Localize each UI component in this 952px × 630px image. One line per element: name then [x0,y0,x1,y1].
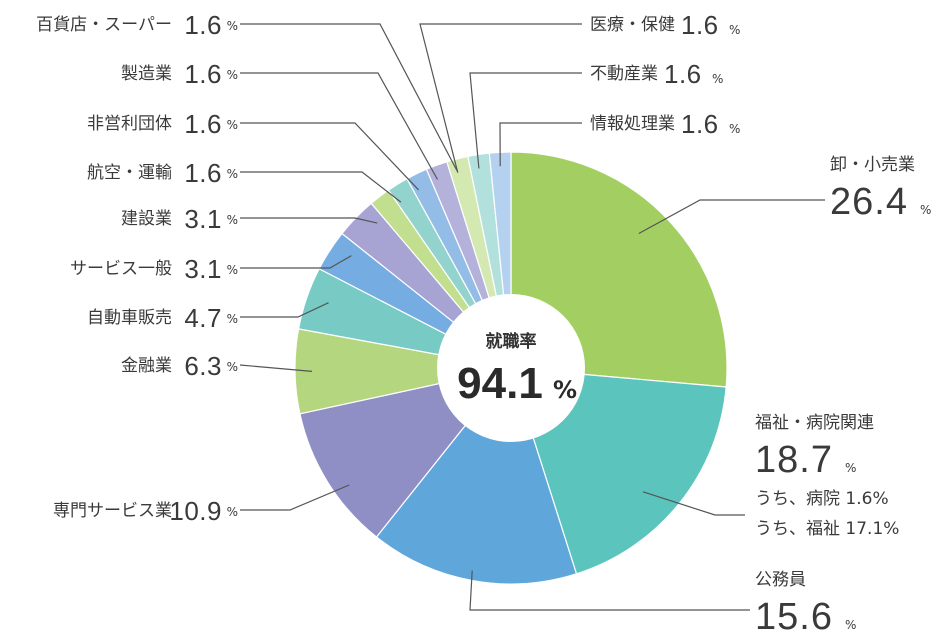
leader-line-4 [239,364,313,372]
center-label: 就職率 [486,331,537,352]
slice-value-5: 4.7 [184,303,222,333]
slice-value-8: 1.6 [184,158,222,188]
slice-value-3: 10.9 [169,496,222,526]
slice-label-12: 医療・保健 [590,15,675,35]
slice-label-13: 不動産業 [590,64,658,84]
slice-unit-10: % [227,68,238,82]
slice-label-7: 建設業 [121,209,172,229]
center-value: 94.1 [457,359,543,408]
slice-value-10: 1.6 [184,59,222,89]
leader-line-13 [469,72,582,169]
slice-value-11: 1.6 [184,10,222,40]
donut-hole [437,294,585,442]
slice-label-6: サービス一般 [70,259,172,279]
slice-value-13: 1.6 [664,59,702,89]
leader-line-11 [240,23,458,172]
slice-unit-8: % [227,167,238,181]
leader-line-10 [240,72,439,180]
slice-unit-4: % [227,360,238,374]
slice-unit-12: % [729,23,740,37]
slice-label-10: 製造業 [121,64,172,84]
leader-line-1 [642,491,745,516]
slice-sub-1-1: うち、福祉 17.1% [755,519,899,539]
slice-unit-1: % [845,461,856,475]
leader-line-14 [499,122,582,167]
center-unit: % [553,376,577,404]
slice-value-9: 1.6 [184,109,222,139]
slice-label-3: 専門サービス業 [53,501,172,521]
slice-sub-1-0: うち、病院 1.6% [755,489,889,509]
slice-unit-6: % [227,263,238,277]
slice-unit-13: % [712,72,723,86]
slice-unit-9: % [227,118,238,132]
slice-unit-0: % [920,203,931,217]
leader-lines [239,23,825,611]
slice-value-4: 6.3 [184,351,222,381]
slice-unit-5: % [227,312,238,326]
slice-unit-2: % [845,618,856,630]
slice-value-14: 1.6 [681,109,719,139]
slice-labels: 卸・小売業 26.4 % 福祉・病院関連 18.7 % うち、病院 1.6% うち、福祉 17… [36,10,931,630]
slice-value-6: 3.1 [184,254,222,284]
slice-value-7: 3.1 [184,204,222,234]
leader-line-2 [469,570,750,611]
leader-line-8 [240,171,402,203]
slice-unit-3: % [227,505,238,519]
slice-label-4: 金融業 [121,356,172,376]
leader-line-9 [240,122,420,191]
leader-line-3 [240,484,350,511]
slice-value-0: 26.4 [830,181,908,223]
slice-label-1: 福祉・病院関連 [755,413,874,433]
slice-label-14: 情報処理業 [590,114,675,134]
slice-label-2: 公務員 [755,570,806,590]
slice-value-1: 18.7 [755,439,833,481]
slice-unit-7: % [227,213,238,227]
donut-center: 就職率 94.1 % [437,294,585,442]
slice-value-12: 1.6 [681,10,719,40]
slice-label-9: 非営利団体 [87,114,172,134]
leader-line-12 [419,23,582,173]
leader-line-0 [638,199,825,235]
slice-unit-11: % [227,19,238,33]
slice-unit-14: % [729,122,740,136]
leader-line-7 [240,217,378,224]
leader-line-5 [240,302,329,318]
slice-label-5: 自動車販売 [87,308,172,328]
slice-value-2: 15.6 [755,596,833,630]
slice-label-11: 百貨店・スーパー [36,15,172,35]
leader-line-6 [240,255,352,269]
slice-label-0: 卸・小売業 [830,155,915,175]
slice-label-8: 航空・運輸 [87,163,172,183]
